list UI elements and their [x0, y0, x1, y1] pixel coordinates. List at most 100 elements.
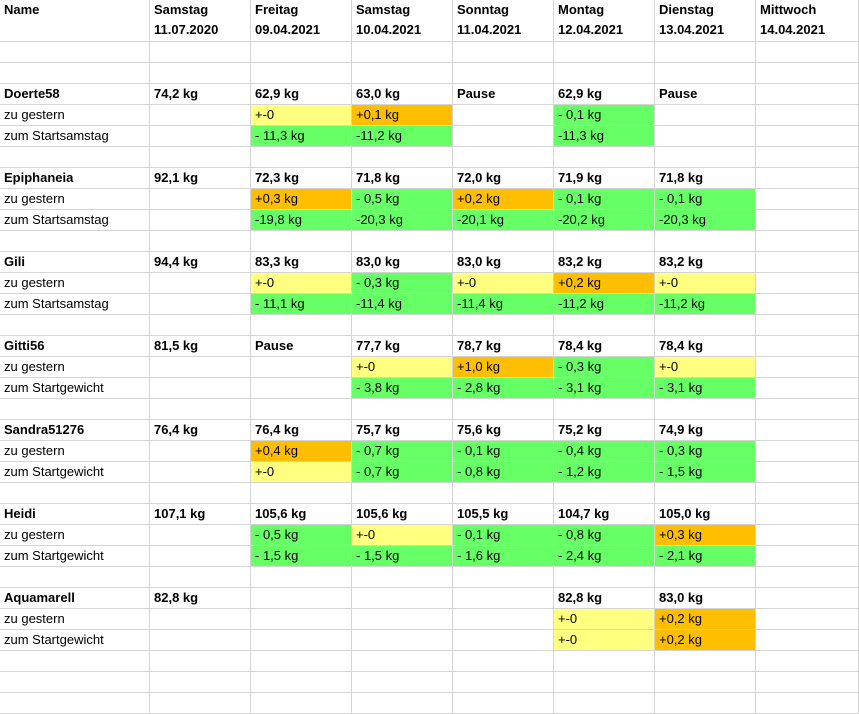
empty-cell[interactable] [756, 399, 859, 420]
empty-cell[interactable] [352, 231, 453, 252]
empty-cell[interactable] [150, 147, 251, 168]
empty-cell[interactable] [352, 63, 453, 84]
diff-cell[interactable]: -20,3 kg [352, 210, 453, 231]
row-label-cell[interactable]: zu gestern [0, 357, 150, 378]
weight-cell[interactable] [756, 168, 859, 189]
empty-cell[interactable] [554, 399, 655, 420]
empty-cell[interactable] [756, 315, 859, 336]
weight-cell[interactable]: 78,7 kg [453, 336, 554, 357]
weight-cell[interactable]: 105,6 kg [251, 504, 352, 525]
weight-cell[interactable] [756, 504, 859, 525]
diff-cell[interactable]: +0,4 kg [251, 441, 352, 462]
diff-cell[interactable]: -11,2 kg [655, 294, 756, 315]
empty-cell[interactable] [756, 147, 859, 168]
empty-cell[interactable] [453, 147, 554, 168]
weight-cell[interactable]: 104,7 kg [554, 504, 655, 525]
diff-cell[interactable] [150, 546, 251, 567]
empty-cell[interactable] [554, 147, 655, 168]
diff-cell[interactable] [150, 273, 251, 294]
diff-cell[interactable] [756, 441, 859, 462]
weight-cell[interactable]: 78,4 kg [554, 336, 655, 357]
weight-cell[interactable]: 82,8 kg [150, 588, 251, 609]
diff-cell[interactable]: - 0,7 kg [352, 441, 453, 462]
empty-cell[interactable] [655, 147, 756, 168]
weight-cell[interactable]: 62,9 kg [554, 84, 655, 105]
empty-cell[interactable] [655, 693, 756, 714]
header-day-cell[interactable]: Freitag 09.04.2021 [251, 0, 352, 42]
empty-cell[interactable] [655, 567, 756, 588]
diff-cell[interactable]: +0,2 kg [655, 609, 756, 630]
empty-cell[interactable] [756, 672, 859, 693]
row-label-cell[interactable]: zu gestern [0, 105, 150, 126]
empty-cell[interactable] [150, 42, 251, 63]
diff-cell[interactable] [251, 630, 352, 651]
empty-cell[interactable] [0, 567, 150, 588]
diff-cell[interactable] [352, 630, 453, 651]
empty-cell[interactable] [251, 231, 352, 252]
empty-cell[interactable] [0, 672, 150, 693]
empty-cell[interactable] [251, 672, 352, 693]
empty-cell[interactable] [150, 483, 251, 504]
empty-cell[interactable] [150, 651, 251, 672]
empty-cell[interactable] [352, 672, 453, 693]
diff-cell[interactable] [150, 609, 251, 630]
diff-cell[interactable] [150, 378, 251, 399]
weight-cell[interactable]: 74,9 kg [655, 420, 756, 441]
diff-cell[interactable] [150, 630, 251, 651]
empty-cell[interactable] [352, 483, 453, 504]
weight-cell[interactable]: 62,9 kg [251, 84, 352, 105]
diff-cell[interactable]: - 0,1 kg [453, 441, 554, 462]
header-day-cell[interactable]: Montag 12.04.2021 [554, 0, 655, 42]
diff-cell[interactable]: -11,2 kg [352, 126, 453, 147]
diff-cell[interactable]: -11,3 kg [554, 126, 655, 147]
weight-cell[interactable]: 75,2 kg [554, 420, 655, 441]
weight-cell[interactable]: 72,0 kg [453, 168, 554, 189]
diff-cell[interactable] [756, 546, 859, 567]
empty-cell[interactable] [352, 147, 453, 168]
empty-cell[interactable] [554, 483, 655, 504]
empty-cell[interactable] [756, 651, 859, 672]
diff-cell[interactable]: +-0 [251, 273, 352, 294]
empty-cell[interactable] [554, 231, 655, 252]
weight-cell[interactable]: 71,8 kg [352, 168, 453, 189]
header-day-cell[interactable]: Sonntag 11.04.2021 [453, 0, 554, 42]
diff-cell[interactable]: +0,1 kg [352, 105, 453, 126]
weight-cell[interactable] [756, 588, 859, 609]
row-label-cell[interactable]: zu gestern [0, 273, 150, 294]
weight-cell[interactable]: 71,8 kg [655, 168, 756, 189]
empty-cell[interactable] [352, 399, 453, 420]
diff-cell[interactable] [756, 357, 859, 378]
empty-cell[interactable] [554, 693, 655, 714]
weight-cell[interactable]: 107,1 kg [150, 504, 251, 525]
empty-cell[interactable] [150, 399, 251, 420]
empty-cell[interactable] [453, 231, 554, 252]
weight-cell[interactable]: 71,9 kg [554, 168, 655, 189]
diff-cell[interactable]: - 0,8 kg [453, 462, 554, 483]
row-label-cell[interactable]: zum Startgewicht [0, 546, 150, 567]
weight-cell[interactable]: 105,0 kg [655, 504, 756, 525]
empty-cell[interactable] [655, 483, 756, 504]
diff-cell[interactable]: - 11,1 kg [251, 294, 352, 315]
empty-cell[interactable] [453, 693, 554, 714]
diff-cell[interactable]: +0,3 kg [655, 525, 756, 546]
weight-cell[interactable] [756, 84, 859, 105]
diff-cell[interactable]: +-0 [352, 525, 453, 546]
diff-cell[interactable]: - 0,1 kg [554, 105, 655, 126]
diff-cell[interactable]: +0,2 kg [554, 273, 655, 294]
diff-cell[interactable]: - 0,3 kg [655, 441, 756, 462]
header-day-cell[interactable]: Samstag 10.04.2021 [352, 0, 453, 42]
diff-cell[interactable]: +-0 [453, 273, 554, 294]
diff-cell[interactable]: - 0,5 kg [251, 525, 352, 546]
row-label-cell[interactable]: zu gestern [0, 525, 150, 546]
diff-cell[interactable] [150, 189, 251, 210]
empty-cell[interactable] [251, 42, 352, 63]
empty-cell[interactable] [554, 567, 655, 588]
diff-cell[interactable]: - 1,5 kg [251, 546, 352, 567]
diff-cell[interactable] [756, 609, 859, 630]
weight-cell[interactable]: 83,0 kg [352, 252, 453, 273]
diff-cell[interactable] [251, 609, 352, 630]
diff-cell[interactable]: - 0,3 kg [352, 273, 453, 294]
empty-cell[interactable] [554, 42, 655, 63]
weight-cell[interactable]: 83,3 kg [251, 252, 352, 273]
diff-cell[interactable]: +-0 [251, 462, 352, 483]
